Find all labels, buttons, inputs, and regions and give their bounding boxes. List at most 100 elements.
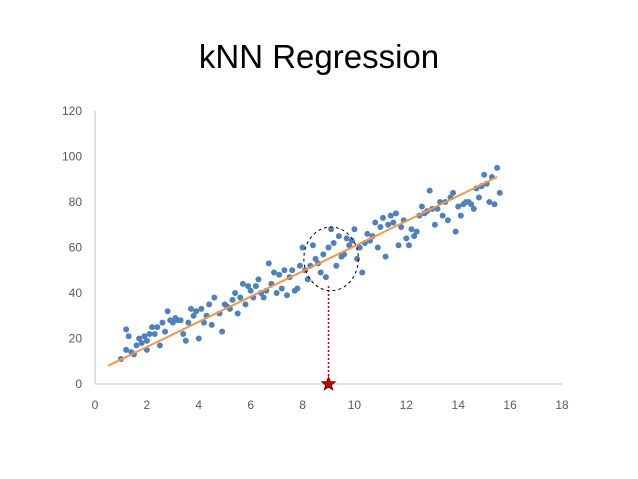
data-point [408,226,415,233]
data-point [304,276,311,283]
data-point [252,283,259,290]
data-point [169,319,176,326]
data-point [491,201,498,208]
data-point [403,235,410,242]
data-point [296,262,303,269]
data-point [364,230,371,237]
data-point [234,310,241,317]
data-point [198,305,205,312]
tick-labels: 0 2 4 6 8 10 12 14 16 18 0 20 40 60 80 100 120 [62,104,569,412]
data-point [289,267,296,274]
data-point [182,337,189,344]
data-point [377,224,384,231]
data-point [133,342,140,349]
trend-line [107,176,498,367]
x-tick-label: 2 [144,398,151,412]
data-point [180,330,187,337]
data-point [159,319,166,326]
data-point [149,324,156,331]
data-point [439,212,446,219]
data-point [390,219,397,226]
data-point [413,228,420,235]
data-point [494,164,501,171]
data-point [475,194,482,201]
data-point [312,255,319,262]
x-tick-label: 18 [555,398,569,412]
data-point [379,214,386,221]
data-point [418,203,425,210]
x-tick-label: 10 [348,398,362,412]
x-tick-label: 0 [92,398,99,412]
data-point [322,274,329,281]
data-point [395,242,402,249]
data-point [333,262,340,269]
data-point [348,237,355,244]
data-point [405,242,412,249]
y-tick-label: 40 [69,286,83,300]
data-point [356,244,363,251]
data-point [211,294,218,301]
data-point [265,260,272,267]
data-point [455,203,462,210]
data-point [481,171,488,178]
data-point [335,233,342,240]
x-tick-label: 16 [503,398,517,412]
y-tick-label: 100 [62,150,82,164]
x-tick-label: 4 [195,398,202,412]
data-point [190,312,197,319]
data-point [271,269,278,276]
data-point [299,244,306,251]
data-point [346,242,353,249]
data-point [283,292,290,299]
data-point [195,335,202,342]
data-point [123,326,130,333]
data-point [392,210,399,217]
data-point [294,285,301,292]
data-point [354,255,361,262]
data-point [325,244,332,251]
data-point [431,221,438,228]
y-tick-label: 80 [69,195,83,209]
data-point [486,199,493,205]
x-tick-label: 12 [400,398,414,412]
data-point [156,342,163,349]
data-point [255,276,262,283]
data-point [239,280,246,287]
data-point [232,290,239,296]
data-point [146,330,153,337]
data-point [328,226,335,233]
data-point [470,205,477,212]
neighborhood-circle [303,226,359,292]
data-point [351,226,358,233]
data-point [457,212,464,219]
x-tick-label: 14 [452,398,466,412]
data-point [382,253,389,260]
data-point [138,340,145,347]
x-tick-label: 6 [247,398,254,412]
data-point [200,319,207,326]
query-star-icon [320,375,337,391]
data-point [245,283,252,290]
data-point [162,328,169,335]
data-point [374,244,381,251]
x-tick-label: 8 [299,398,306,412]
data-point [309,242,316,249]
data-point [320,251,327,258]
data-point [273,290,280,296]
y-tick-label: 20 [69,332,83,346]
data-point [242,301,249,308]
data-point [452,228,459,235]
data-point [317,269,324,276]
data-point [219,328,226,335]
chart-title: kNN Regression [198,38,440,75]
data-point [398,224,405,231]
data-point [151,330,158,337]
data-point [372,219,379,226]
y-tick-label: 120 [62,104,82,118]
data-point [278,285,285,292]
data-point [164,308,171,315]
data-point [359,269,366,276]
data-point [411,233,418,240]
data-point [260,294,267,301]
